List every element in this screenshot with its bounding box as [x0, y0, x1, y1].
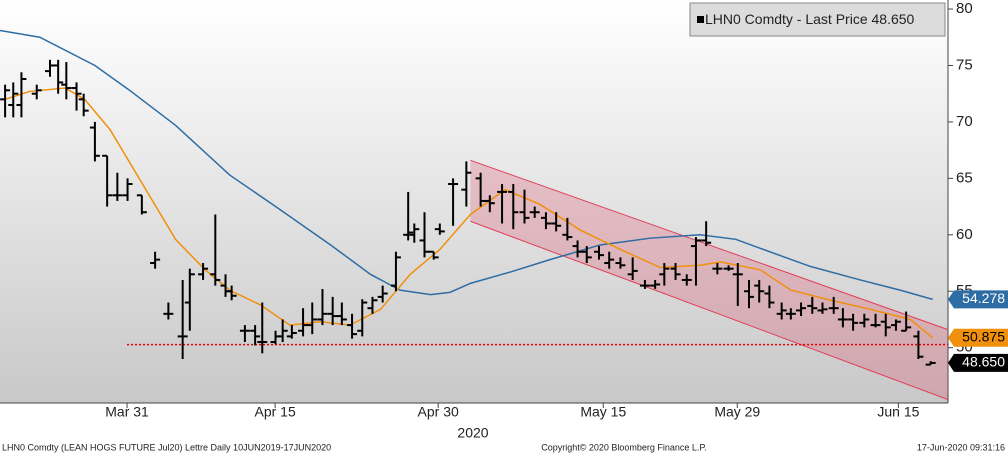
legend-marker: [697, 16, 704, 23]
value-box: [948, 353, 1008, 372]
legend-last: 48.650: [872, 11, 915, 27]
plot-area: [0, 0, 948, 403]
channel-fill: [470, 160, 948, 400]
x-tick-label: Apr 30: [418, 404, 459, 420]
value-box-label: 48.650: [962, 354, 1005, 370]
y-tick-label: 80: [956, 0, 973, 17]
y-tick-label: 75: [956, 56, 973, 73]
footer-left: LHN0 Comdty (LEAN HOGS FUTURE Jul20) Let…: [2, 442, 331, 452]
y-tick-label: 60: [956, 226, 973, 243]
value-box-label: 54.278: [962, 290, 1005, 306]
legend: LHN0 Comdty - Last Price 48.650: [689, 2, 946, 37]
channel-upper: [470, 159, 949, 331]
y-tick-label: 70: [956, 113, 973, 130]
x-tick-label: Mar 31: [105, 404, 149, 420]
value-box: [948, 290, 1008, 309]
footer-right: 17-Jun-2020 09:31:16: [917, 442, 1005, 452]
x-tick-label: May 29: [714, 404, 760, 420]
legend-name: LHN0 Comdty - Last Price: [705, 11, 868, 27]
legend-box: [689, 2, 946, 37]
x-tick-label: May 15: [580, 404, 626, 420]
channel-lower: [470, 220, 949, 401]
footer-center: Copyright© 2020 Bloomberg Finance L.P.: [541, 442, 707, 452]
legend-entry: LHN0 Comdty - Last Price 48.650: [705, 11, 915, 27]
moving-average: [0, 29, 933, 301]
y-tick-label: 65: [956, 169, 973, 186]
value-box: [948, 328, 1008, 347]
x-sublabel: 2020: [457, 425, 488, 441]
value-box-label: 50.875: [962, 329, 1005, 345]
x-tick-label: Jun 15: [877, 404, 919, 420]
moving-average: [4, 87, 934, 339]
x-tick-label: Apr 15: [254, 404, 295, 420]
